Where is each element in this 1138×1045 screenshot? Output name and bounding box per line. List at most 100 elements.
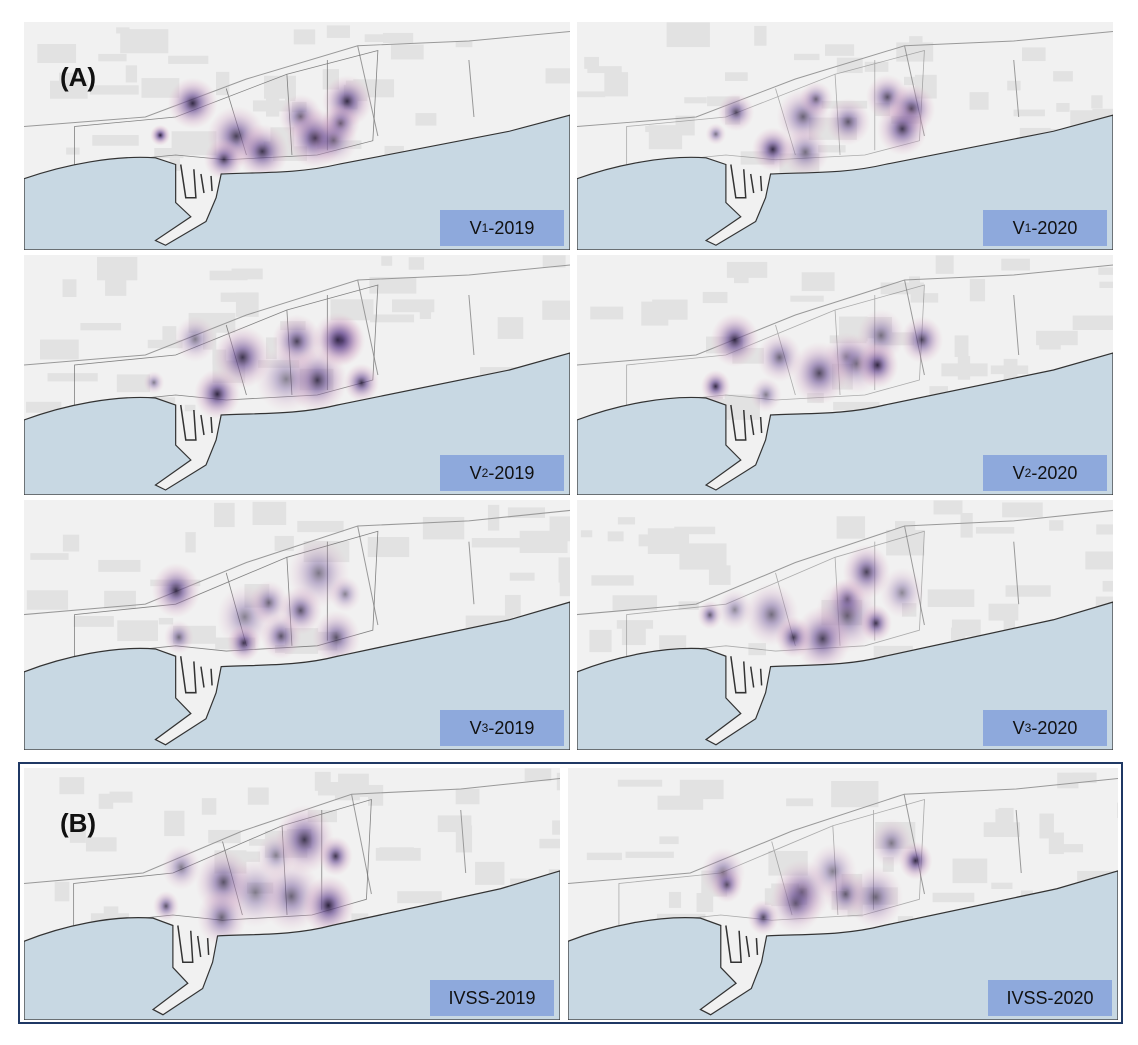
harbour [730, 404, 763, 441]
heat-blob [825, 98, 871, 146]
building [542, 300, 570, 320]
building [941, 363, 988, 377]
building [455, 825, 473, 853]
building [1056, 102, 1070, 112]
building [836, 57, 863, 74]
label-prefix: V [1012, 217, 1025, 238]
building [975, 526, 1015, 534]
building [833, 401, 880, 411]
building [392, 299, 435, 313]
building [794, 53, 820, 61]
map [24, 25, 570, 250]
building [612, 595, 658, 611]
heat-blob [235, 124, 289, 179]
building [98, 53, 127, 62]
heat-blob [309, 115, 358, 166]
map [24, 768, 560, 1020]
heat-blob [143, 371, 165, 394]
heat-blob [150, 124, 171, 146]
building [1039, 813, 1054, 839]
building [607, 531, 624, 542]
building [116, 27, 130, 34]
building [519, 530, 568, 553]
building [724, 72, 748, 81]
building [952, 858, 988, 884]
building [1085, 551, 1113, 570]
heat-blob [260, 613, 302, 660]
building [545, 68, 570, 84]
road [577, 509, 1113, 626]
building [726, 261, 768, 278]
building [954, 335, 969, 358]
label-subscript: 3 [1024, 721, 1032, 735]
building [263, 75, 296, 99]
building [559, 572, 570, 597]
building [397, 891, 442, 904]
heat-blob [775, 616, 812, 659]
building [734, 273, 749, 284]
building [69, 822, 86, 843]
road [24, 509, 570, 626]
building [154, 147, 184, 159]
panel-label: V 3 -2019 [440, 710, 564, 746]
building [617, 517, 636, 525]
sea [577, 352, 1113, 495]
building [927, 589, 975, 608]
heat-blob [697, 600, 723, 630]
heat-blob [751, 127, 794, 172]
road [568, 777, 1118, 895]
building [951, 627, 966, 641]
building [991, 882, 1013, 889]
harbour [179, 404, 213, 441]
heat-blob [747, 899, 779, 936]
building [684, 97, 707, 104]
building [1102, 580, 1113, 592]
building [933, 500, 963, 515]
heat-blob [174, 316, 217, 363]
heat-blob [167, 77, 218, 129]
building [408, 257, 425, 270]
building [26, 401, 62, 413]
label-subscript: 2 [1024, 466, 1032, 480]
building [50, 80, 88, 99]
label-prefix: V [469, 717, 482, 738]
building [184, 404, 196, 412]
sea [24, 601, 570, 750]
panel-label: V 2 -2019 [440, 455, 564, 491]
building [471, 538, 520, 548]
building [617, 779, 663, 787]
building [54, 881, 70, 902]
building [590, 306, 624, 320]
building [235, 292, 259, 317]
building [801, 272, 835, 292]
building [648, 125, 683, 150]
building [59, 777, 85, 795]
building [97, 256, 138, 281]
building [1072, 772, 1097, 784]
building [58, 72, 79, 85]
building [674, 526, 716, 535]
building [1013, 109, 1045, 117]
heat-blob [312, 610, 361, 665]
building [657, 795, 704, 810]
building [338, 773, 369, 798]
heat-blob [790, 341, 848, 405]
heat-blob [203, 138, 245, 181]
building [509, 572, 535, 581]
heat-blob [194, 368, 241, 420]
building [30, 553, 69, 560]
heat-blob [847, 865, 904, 929]
building [558, 557, 570, 583]
building [1049, 520, 1064, 531]
heat-blob [717, 92, 755, 132]
building [504, 594, 521, 617]
label-suffix: -2019 [488, 717, 535, 738]
map-panel: V 3 -2019 [24, 500, 570, 750]
building [381, 256, 393, 266]
building [164, 810, 185, 837]
label-suffix: -2019 [488, 462, 535, 483]
building [125, 65, 138, 83]
building [85, 837, 117, 852]
heat-blob [856, 341, 899, 389]
building [364, 34, 392, 43]
